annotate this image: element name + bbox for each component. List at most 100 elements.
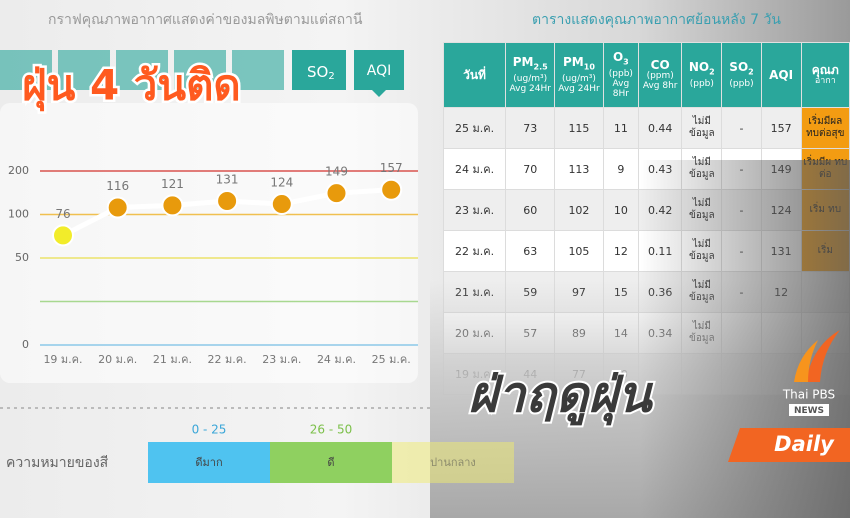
tab	[174, 50, 226, 90]
header-main: วันที่	[463, 68, 486, 82]
header-unit: (ppb)	[689, 78, 714, 89]
table-cell: 115	[554, 107, 604, 149]
table-cell: 25 ม.ค.	[442, 107, 507, 149]
y-tick-label: 0	[22, 338, 29, 351]
data-label: 149	[325, 165, 348, 179]
tab-label: SO2	[307, 63, 335, 83]
x-tick-label: 25 ม.ค.	[372, 353, 411, 366]
logo-news-box	[789, 404, 829, 416]
header-note: Avg 24Hr	[509, 83, 551, 94]
header-note: Avg 8hr	[642, 81, 678, 91]
header-unit: อากา	[814, 76, 836, 86]
table-cell: 113	[554, 148, 604, 190]
tab-pointer	[372, 90, 386, 97]
point	[380, 178, 403, 201]
header-note: Avg 24Hr	[558, 83, 600, 94]
data-label: 157	[380, 161, 403, 175]
point	[325, 182, 348, 205]
table-title: ตารางแสดงคุณภาพอากาศย้อนหลัง 7 วัน	[532, 12, 781, 28]
table-cell: ไม่มี ข้อมูล	[681, 107, 723, 149]
header-note: Avg 8Hr	[612, 78, 630, 99]
logo: Thai PBS NEWS Daily	[728, 330, 850, 462]
header-sub: 2	[748, 67, 754, 77]
header-cell: AQI	[760, 42, 802, 108]
logo-brand: Thai PBS	[782, 388, 835, 402]
table-cell: 23 ม.ค.	[442, 189, 507, 231]
data-label: 124	[270, 176, 293, 190]
table-cell: 22 ม.ค.	[442, 230, 507, 272]
header-sub: 2	[709, 67, 715, 77]
x-tick-label: 24 ม.ค.	[317, 353, 356, 366]
point	[52, 224, 74, 247]
header-cell: คุณภ อากา	[800, 42, 850, 108]
table-cell: 9	[602, 148, 640, 190]
tab-text: SO	[307, 63, 328, 81]
legend-range: 0 - 25	[192, 423, 227, 437]
header-cell: SO2 (ppb)	[721, 42, 762, 108]
tab	[292, 50, 346, 90]
tab	[116, 50, 168, 90]
headline: ฝุ่น 4 วันติด	[22, 61, 241, 112]
legend-label: ดีมาก	[195, 456, 222, 469]
header-unit: (ppm)	[646, 71, 674, 81]
tab	[58, 50, 110, 90]
legend-label: ดี	[327, 456, 334, 469]
tab-label: AQI	[367, 63, 391, 79]
y-tick-label: 100	[8, 208, 29, 221]
legend-swatch	[148, 442, 270, 483]
point	[106, 196, 129, 219]
legend-swatch	[270, 442, 392, 483]
header-main: PM	[512, 55, 534, 70]
table-cell: 63	[505, 230, 556, 272]
table-cell: 0.44	[638, 107, 683, 149]
table-cell: 102	[554, 189, 604, 231]
header-main: CO	[650, 58, 670, 72]
header-main: PM	[563, 55, 584, 70]
legend-label: ปานกลาง	[430, 456, 476, 469]
y-tick-label: 50	[15, 251, 29, 264]
overlay-title: ฝ่าฤดูฝุ่น	[468, 366, 653, 426]
data-label: 131	[216, 173, 239, 187]
table-cell: เริ่มมีผล ทบต่อสุข	[800, 107, 850, 149]
table-cell: 24 ม.ค.	[442, 148, 507, 190]
x-tick-label: 20 ม.ค.	[98, 353, 137, 366]
legend-title: ความหมายของสี	[6, 455, 109, 471]
table-cell: 105	[554, 230, 604, 272]
data-label: 116	[106, 179, 129, 193]
tab	[232, 50, 284, 90]
header-cell: NO2 (ppb)	[681, 42, 723, 108]
x-tick-label: 21 ม.ค.	[153, 353, 192, 366]
table-cell: 60	[505, 189, 556, 231]
tab-boxes	[0, 50, 404, 97]
point	[270, 193, 293, 216]
header-main: คุณภ	[811, 63, 839, 77]
plot: 0 50 100 200 19 ม.ค. 76 20 ม.ค. 116 21 ม.ค. 121 22…	[8, 161, 418, 366]
point	[161, 194, 184, 217]
legend-range: 26 - 50	[310, 423, 353, 437]
header-unit: (ppb)	[729, 78, 754, 89]
header-main: O	[612, 50, 624, 65]
data-label: 76	[55, 207, 70, 221]
x-tick-label: 23 ม.ค.	[262, 353, 301, 366]
logo-ribbon	[794, 340, 818, 382]
header-cell: O3 (ppb) Avg 8Hr	[602, 42, 640, 108]
y-tick-label: 200	[8, 164, 29, 177]
table-row: 25 ม.ค. 73 115 11 0.44 ไม่มี ข้อมูล -157 เริ่มม…	[442, 107, 850, 149]
header-cell: วันที่	[442, 42, 507, 108]
tab-active	[354, 50, 404, 90]
header-main: AQI	[769, 68, 794, 82]
point	[216, 190, 239, 213]
legend: 0 - 25 ดีมาก 26 - 50 ดี ปานกลาง	[148, 423, 514, 483]
chart-title: กราฟคุณภาพอากาศแสดงค่าของมลพิษตามแต่สถาน…	[48, 12, 363, 28]
legend-swatch	[392, 442, 514, 483]
header-unit: (ug/m³)	[513, 73, 548, 84]
logo-news: NEWS	[794, 406, 824, 416]
tab	[0, 50, 52, 90]
header-cell: CO (ppm) Avg 8hr	[638, 42, 683, 108]
header-sub: 2.5	[533, 62, 548, 72]
table-cell: 157	[760, 107, 802, 149]
x-tick-label: 22 ม.ค.	[208, 353, 247, 366]
table-cell: 12	[602, 230, 640, 272]
